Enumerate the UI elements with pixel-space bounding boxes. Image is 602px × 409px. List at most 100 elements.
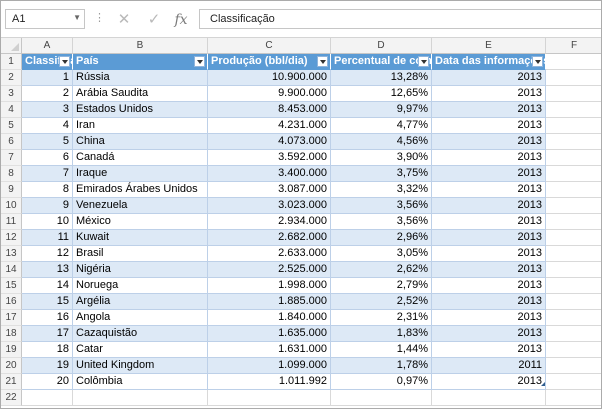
empty-cell[interactable] (73, 390, 208, 406)
table-cell[interactable]: 8.453.000 (208, 102, 331, 118)
table-cell[interactable]: 10.900.000 (208, 70, 331, 86)
row-header[interactable]: 9 (1, 182, 22, 198)
table-cell[interactable]: 3,75% (331, 166, 432, 182)
column-header-f[interactable]: F (546, 38, 601, 54)
row-header[interactable]: 5 (1, 118, 22, 134)
table-cell[interactable]: 1.099.000 (208, 358, 331, 374)
empty-cell[interactable] (546, 118, 601, 134)
table-cell[interactable]: China (73, 134, 208, 150)
table-cell[interactable]: 6 (22, 150, 73, 166)
table-cell[interactable]: 2,79% (331, 278, 432, 294)
table-cell[interactable]: 16 (22, 310, 73, 326)
empty-cell[interactable] (546, 182, 601, 198)
empty-cell[interactable] (546, 214, 601, 230)
table-cell[interactable]: 2013 (432, 134, 546, 150)
empty-cell[interactable] (22, 390, 73, 406)
filter-dropdown-icon[interactable] (59, 56, 70, 67)
table-cell[interactable]: México (73, 214, 208, 230)
table-cell[interactable]: Cazaquistão (73, 326, 208, 342)
header-cell[interactable]: Percentual de com (331, 54, 432, 70)
table-cell[interactable]: 2013 (432, 102, 546, 118)
row-header[interactable]: 16 (1, 294, 22, 310)
table-cell[interactable]: 2013 (432, 118, 546, 134)
table-cell[interactable]: Catar (73, 342, 208, 358)
empty-cell[interactable] (546, 390, 601, 406)
table-cell[interactable]: 1,44% (331, 342, 432, 358)
table-cell[interactable]: 2013 (432, 310, 546, 326)
insert-function-icon[interactable]: fx (174, 12, 188, 28)
table-cell[interactable]: 4.231.000 (208, 118, 331, 134)
table-cell[interactable]: 4,56% (331, 134, 432, 150)
filter-dropdown-icon[interactable] (418, 56, 429, 67)
table-cell[interactable]: Venezuela (73, 198, 208, 214)
column-header-a[interactable]: A (22, 38, 73, 54)
filter-dropdown-icon[interactable] (532, 56, 543, 67)
empty-cell[interactable] (546, 198, 601, 214)
table-cell[interactable]: Angola (73, 310, 208, 326)
table-cell[interactable]: 15 (22, 294, 73, 310)
table-cell[interactable]: 9 (22, 198, 73, 214)
formula-input[interactable]: Classificação (199, 9, 601, 29)
empty-cell[interactable] (546, 134, 601, 150)
table-cell[interactable]: Nigéria (73, 262, 208, 278)
table-cell[interactable]: 13 (22, 262, 73, 278)
row-header[interactable]: 21 (1, 374, 22, 390)
empty-cell[interactable] (546, 246, 601, 262)
table-cell[interactable]: 2013 (432, 214, 546, 230)
table-cell[interactable]: 2,31% (331, 310, 432, 326)
empty-cell[interactable] (546, 358, 601, 374)
table-cell[interactable]: 8 (22, 182, 73, 198)
table-cell[interactable]: 2,96% (331, 230, 432, 246)
table-cell[interactable]: Emirados Árabes Unidos (73, 182, 208, 198)
table-cell[interactable]: 2013 (432, 294, 546, 310)
table-cell[interactable]: 2013 (432, 342, 546, 358)
table-cell[interactable]: 4,77% (331, 118, 432, 134)
row-header[interactable]: 13 (1, 246, 22, 262)
table-cell[interactable]: 1.011.992 (208, 374, 331, 390)
table-cell[interactable]: 2013 (432, 246, 546, 262)
row-header[interactable]: 4 (1, 102, 22, 118)
row-header[interactable]: 17 (1, 310, 22, 326)
table-cell[interactable]: 20 (22, 374, 73, 390)
table-cell[interactable]: Brasil (73, 246, 208, 262)
table-cell[interactable]: 2.682.000 (208, 230, 331, 246)
empty-cell[interactable] (546, 54, 601, 70)
table-cell[interactable]: 18 (22, 342, 73, 358)
table-cell[interactable]: Iran (73, 118, 208, 134)
table-cell[interactable]: 4.073.000 (208, 134, 331, 150)
row-header[interactable]: 8 (1, 166, 22, 182)
table-cell[interactable]: 7 (22, 166, 73, 182)
row-header[interactable]: 6 (1, 134, 22, 150)
header-cell[interactable]: Produção (bbl/dia) (208, 54, 331, 70)
table-cell[interactable]: Rússia (73, 70, 208, 86)
empty-cell[interactable] (432, 390, 546, 406)
table-cell[interactable]: United Kingdom (73, 358, 208, 374)
table-cell[interactable]: 9.900.000 (208, 86, 331, 102)
chevron-down-icon[interactable]: ▼ (73, 13, 81, 22)
empty-cell[interactable] (546, 294, 601, 310)
row-header[interactable]: 18 (1, 326, 22, 342)
table-cell[interactable]: 3.087.000 (208, 182, 331, 198)
table-cell[interactable]: 19 (22, 358, 73, 374)
table-cell[interactable]: Noruega (73, 278, 208, 294)
table-cell[interactable]: 5 (22, 134, 73, 150)
table-cell[interactable]: 12,65% (331, 86, 432, 102)
empty-cell[interactable] (331, 390, 432, 406)
table-cell[interactable]: 3,90% (331, 150, 432, 166)
table-cell[interactable]: 2013 (432, 198, 546, 214)
table-cell[interactable]: 2,52% (331, 294, 432, 310)
table-cell[interactable]: 1.998.000 (208, 278, 331, 294)
table-cell[interactable]: 1.635.000 (208, 326, 331, 342)
table-cell[interactable]: Argélia (73, 294, 208, 310)
row-header[interactable]: 22 (1, 390, 22, 406)
header-cell[interactable]: Data das informações (432, 54, 546, 70)
empty-cell[interactable] (546, 70, 601, 86)
row-header[interactable]: 1 (1, 54, 22, 70)
row-header[interactable]: 11 (1, 214, 22, 230)
table-cell[interactable]: 0,97% (331, 374, 432, 390)
table-cell[interactable]: Arábia Saudita (73, 86, 208, 102)
table-cell[interactable]: 12 (22, 246, 73, 262)
table-cell[interactable]: 2013 (432, 166, 546, 182)
table-cell[interactable]: 1,83% (331, 326, 432, 342)
table-cell[interactable]: 4 (22, 118, 73, 134)
